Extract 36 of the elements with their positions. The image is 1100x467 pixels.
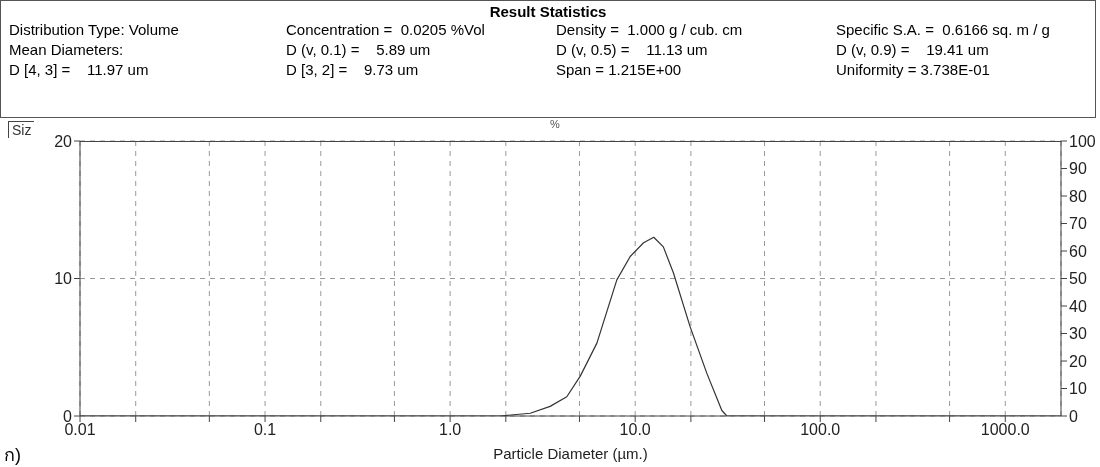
text: Uniformity = 3.738E-01 xyxy=(836,61,990,78)
y2-tick-label: 10 xyxy=(1069,380,1087,398)
text: Span = 1.215E+00 xyxy=(556,61,682,78)
y2-tick-label: 100 xyxy=(1069,132,1096,150)
x-tick-label: 0.1 xyxy=(253,421,277,439)
x-tick-label: 100.0 xyxy=(800,421,841,439)
x-axis-title: Particle Diameter (µm.) xyxy=(493,445,648,462)
y2-tick-label: 20 xyxy=(1069,352,1087,370)
text: ก) xyxy=(4,444,21,467)
y2-tick-label: 40 xyxy=(1069,297,1087,315)
y2-tick-label: 80 xyxy=(1069,187,1087,205)
y2-tick-label: 70 xyxy=(1069,215,1087,233)
text: Specific S.A. = 0.6166 sq. m / g xyxy=(836,21,1050,38)
text: Distribution Type: Volume xyxy=(9,21,179,38)
y2-tick-label: 0 xyxy=(1069,407,1078,425)
y-axis-title: Siz xyxy=(8,121,35,138)
y2-tick-label: 90 xyxy=(1069,160,1087,178)
chart-title: Result Statistics xyxy=(488,3,608,20)
x-tick-label: 10.0 xyxy=(619,421,651,439)
text: D (v, 0.5) = 11.13 um xyxy=(556,41,708,58)
y-tick-label: 20 xyxy=(54,132,73,150)
x-tick-label: 0.01 xyxy=(64,421,96,439)
text: D (v, 0.9) = 19.41 um xyxy=(836,41,989,58)
text: D [3, 2] = 9.73 um xyxy=(286,61,419,78)
x-tick-label: 1.0 xyxy=(438,421,462,439)
text: Mean Diameters: xyxy=(9,41,124,58)
text: D [4, 3] = 11.97 um xyxy=(9,61,149,78)
text: % xyxy=(550,118,560,130)
y2-tick-label: 60 xyxy=(1069,242,1087,260)
text: D (v, 0.1) = 5.89 um xyxy=(286,41,431,58)
y-tick-label: 10 xyxy=(54,270,73,288)
text: Concentration = 0.0205 %Vol xyxy=(286,21,485,38)
text: Density = 1.000 g / cub. cm xyxy=(556,21,743,38)
y2-tick-label: 50 xyxy=(1069,270,1087,288)
y2-tick-label: 30 xyxy=(1069,325,1087,343)
x-tick-label: 1000.0 xyxy=(980,421,1030,439)
